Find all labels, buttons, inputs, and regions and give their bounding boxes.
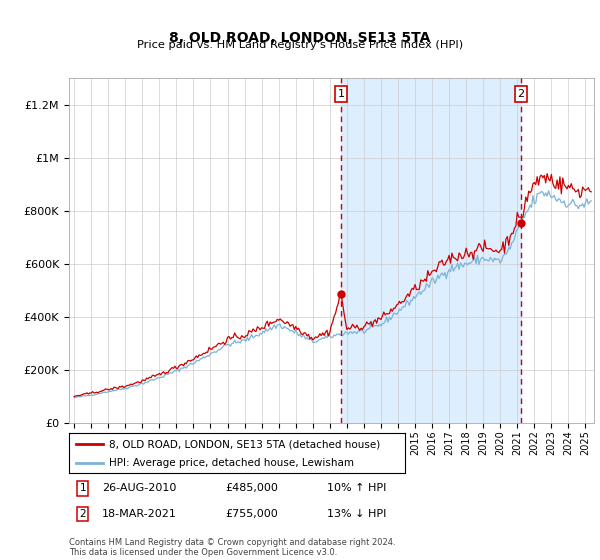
Text: 1: 1 xyxy=(79,483,86,493)
Text: 18-MAR-2021: 18-MAR-2021 xyxy=(102,509,177,519)
Bar xyxy=(341,78,521,423)
Text: £485,000: £485,000 xyxy=(225,483,278,493)
Text: HPI: Average price, detached house, Lewisham: HPI: Average price, detached house, Lewi… xyxy=(109,458,355,468)
Text: 2: 2 xyxy=(79,509,86,519)
Text: 8, OLD ROAD, LONDON, SE13 5TA (detached house): 8, OLD ROAD, LONDON, SE13 5TA (detached … xyxy=(109,439,380,449)
Text: £755,000: £755,000 xyxy=(225,509,278,519)
Text: 2: 2 xyxy=(517,89,524,99)
Text: 8, OLD ROAD, LONDON, SE13 5TA: 8, OLD ROAD, LONDON, SE13 5TA xyxy=(169,31,431,45)
Text: Price paid vs. HM Land Registry's House Price Index (HPI): Price paid vs. HM Land Registry's House … xyxy=(137,40,463,50)
Text: 10% ↑ HPI: 10% ↑ HPI xyxy=(327,483,386,493)
Text: 13% ↓ HPI: 13% ↓ HPI xyxy=(327,509,386,519)
Text: Contains HM Land Registry data © Crown copyright and database right 2024.
This d: Contains HM Land Registry data © Crown c… xyxy=(69,538,395,557)
Text: 1: 1 xyxy=(337,89,344,99)
Text: 26-AUG-2010: 26-AUG-2010 xyxy=(102,483,176,493)
